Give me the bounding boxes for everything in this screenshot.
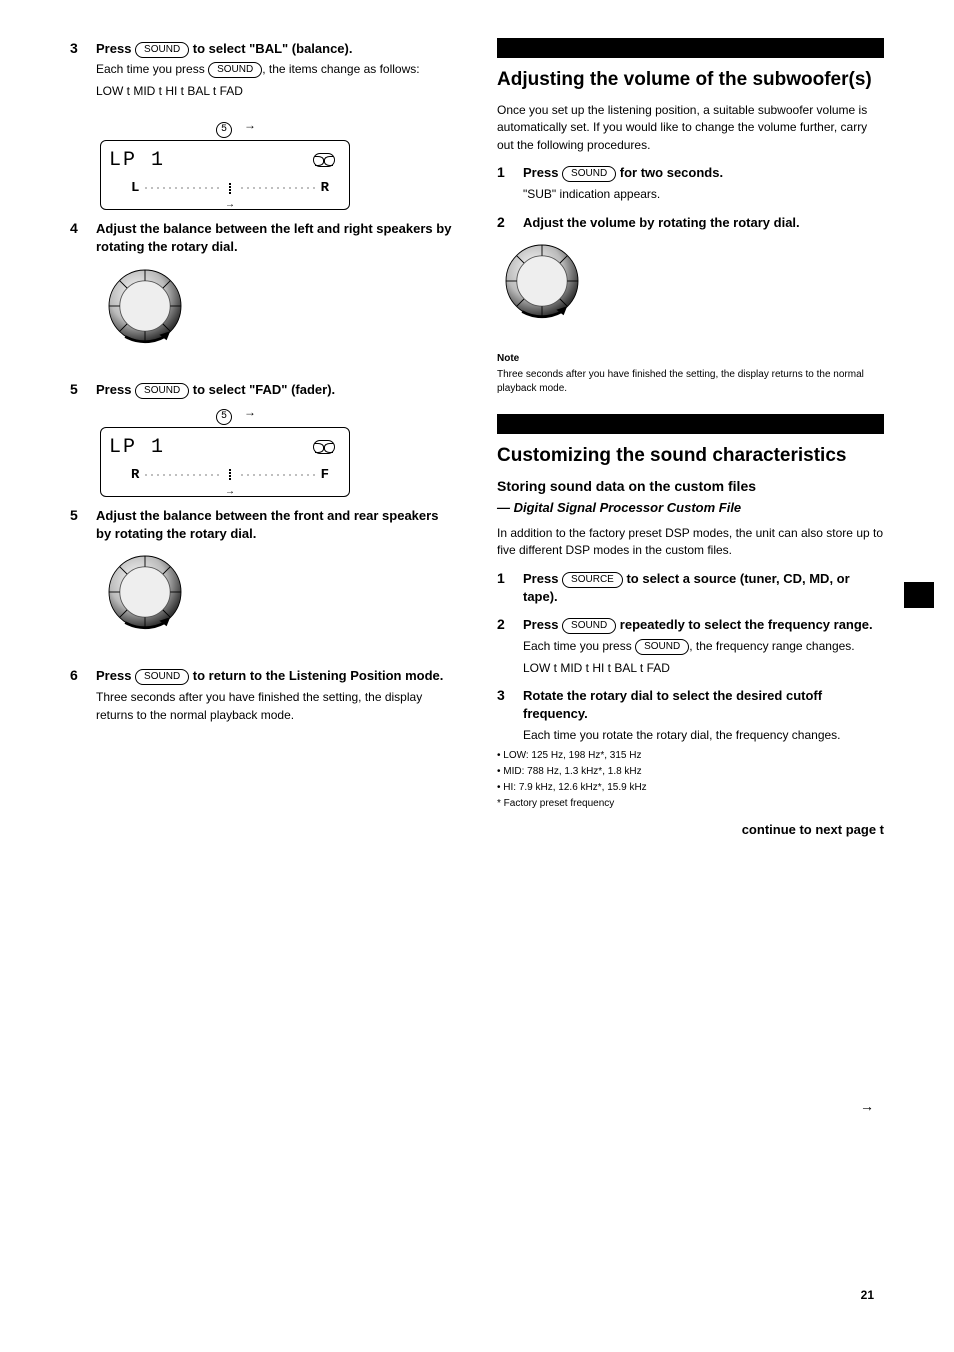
step5-line-a: Press (96, 382, 135, 397)
rb-step1-a: Press (523, 571, 562, 586)
side-tab (904, 582, 934, 608)
continue-arrow-icon: → (860, 1098, 874, 1114)
arrow-icon: → (227, 487, 233, 498)
rb-step2-a: Press (523, 617, 562, 632)
rotary-dial-icon (100, 547, 190, 637)
sound-button-label: SOUND (562, 166, 616, 182)
page-number: 21 (861, 1288, 874, 1302)
display-panel-fader: 5 → LP 1 R F → (100, 427, 350, 497)
step3-line-b: to select "BAL" (balance). (189, 41, 352, 56)
freq-hi: • HI: 7.9 kHz, 12.6 kHz*, 15.9 kHz (497, 781, 884, 795)
step-5b-text: Adjust the balance between the front and… (96, 507, 457, 543)
step-number: 1 (497, 570, 513, 606)
step-6-text: Press SOUND to return to the Listening P… (96, 667, 443, 685)
sound-button-label: SOUND (562, 618, 616, 634)
step-number: 5 (70, 507, 86, 543)
custom-intro: In addition to the factory preset DSP mo… (497, 525, 884, 560)
note-label: Note (497, 352, 884, 367)
step-number: 1 (497, 164, 513, 182)
freq-low: • LOW: 125 Hz, 198 Hz*, 315 Hz (497, 749, 884, 763)
scale-left-label: L (131, 180, 139, 196)
scale-right-label: F (321, 467, 329, 483)
step-number: 6 (70, 667, 86, 685)
section-title-subwoofer: Adjusting the volume of the subwoofer(s) (497, 68, 884, 92)
step3-sub: Each time you press SOUND, the items cha… (96, 62, 457, 78)
rb-step3-note: Each time you rotate the rotary dial, th… (523, 727, 884, 744)
sound-button-label: SOUND (135, 383, 189, 399)
rb-step2-note-a: Each time you press (523, 639, 635, 653)
display-lp: LP 1 (109, 436, 165, 459)
rb-step2-note-b: , the frequency range changes. (689, 639, 854, 653)
sound-button-label: SOUND (635, 639, 689, 655)
step3-sub-b: , the items change as follows: (262, 62, 419, 76)
subtitle-dsp: — Digital Signal Processor Custom File (497, 500, 884, 515)
dolby-icon (313, 153, 335, 167)
step6-note: Three seconds after you have finished th… (96, 689, 457, 724)
panel-header: 5 → (216, 119, 254, 138)
step-5-text: Press SOUND to select "FAD" (fader). (96, 381, 335, 399)
rb-step2-b: repeatedly to select the frequency range… (616, 617, 872, 632)
rt-step2: Adjust the volume by rotating the rotary… (523, 214, 800, 232)
balance-scale: L R (131, 181, 329, 195)
dolby-icon (313, 440, 335, 454)
freq-note: * Factory preset frequency (497, 797, 884, 811)
step-number: 2 (497, 616, 513, 634)
step-number: 2 (497, 214, 513, 232)
step3-line-a: Press (96, 41, 135, 56)
scale-right-label: R (321, 180, 329, 196)
fader-scale: R F (131, 468, 329, 482)
rb-step1: Press SOURCE to select a source (tuner, … (523, 570, 884, 606)
step-number: 3 (70, 40, 86, 58)
rt-step1-sub: "SUB" indication appears. (523, 186, 884, 203)
subwoofer-intro: Once you set up the listening position, … (497, 102, 884, 154)
rb-step2-seq: LOW t MID t HI t BAL t FAD (523, 660, 884, 677)
scale-dots-icon (143, 187, 221, 189)
rotary-dial-icon (100, 261, 190, 351)
step3-seq: LOW t MID t HI t BAL t FAD (96, 84, 457, 98)
circled-5-icon: 5 (216, 409, 232, 425)
rb-step2-note: Each time you press SOUND, the frequency… (523, 638, 884, 655)
continue-next: continue to next page t (497, 821, 884, 839)
step-number: 5 (70, 381, 86, 399)
section-title-custom: Customizing the sound characteristics (497, 444, 884, 468)
step-4-text: Adjust the balance between the left and … (96, 220, 457, 256)
source-button-label: SOURCE (562, 572, 623, 588)
panel-header: 5 → (216, 406, 254, 425)
scale-pointer-icon (225, 182, 235, 194)
step-number: 3 (497, 687, 513, 723)
step6-a: Press (96, 668, 135, 683)
rotary-dial-icon (497, 236, 587, 326)
note-body: Three seconds after you have finished th… (497, 368, 884, 396)
display-lp: LP 1 (109, 149, 165, 172)
scale-left-label: R (131, 467, 139, 483)
sound-button-label: SOUND (135, 669, 189, 685)
rb-step3: Rotate the rotary dial to select the des… (523, 687, 884, 723)
rb-step2: Press SOUND repeatedly to select the fre… (523, 616, 873, 634)
step-3-text: Press SOUND to select "BAL" (balance). (96, 40, 352, 58)
scale-dots-icon (239, 187, 317, 189)
rt-step1-a: Press (523, 165, 562, 180)
display-panel-balance: 5 → LP 1 L R → (100, 140, 350, 210)
section-divider (497, 414, 884, 434)
sound-button-label: SOUND (135, 42, 189, 58)
sound-button-label: SOUND (208, 62, 262, 78)
step5-line-b: to select "FAD" (fader). (189, 382, 335, 397)
scale-dots-icon (239, 474, 317, 476)
circled-5-icon: 5 (216, 122, 232, 138)
scale-pointer-icon (225, 469, 235, 481)
step3-sub-a: Each time you press (96, 62, 208, 76)
rt-step1: Press SOUND for two seconds. (523, 164, 723, 182)
subtitle-store: Storing sound data on the custom files (497, 478, 884, 494)
freq-mid: • MID: 788 Hz, 1.3 kHz*, 1.8 kHz (497, 765, 884, 779)
step6-b: to return to the Listening Position mode… (189, 668, 443, 683)
rt-step1-b: for two seconds. (616, 165, 723, 180)
step-number: 4 (70, 220, 86, 256)
section-divider (497, 38, 884, 58)
step3-seq2 (120, 98, 457, 112)
arrow-icon: → (227, 200, 233, 211)
scale-dots-icon (143, 474, 221, 476)
